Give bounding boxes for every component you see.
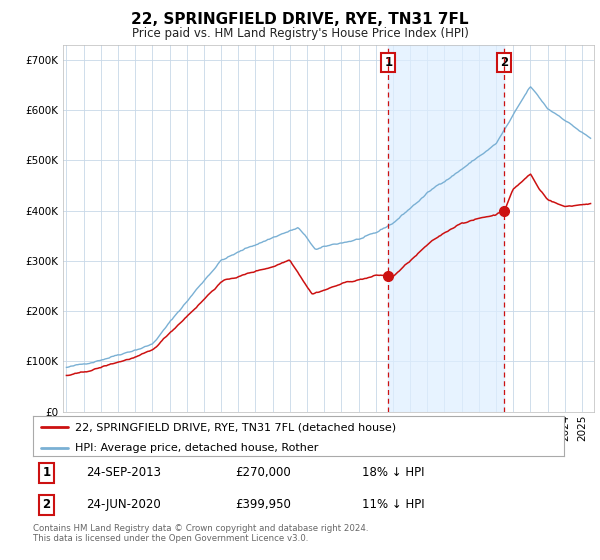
- Text: £270,000: £270,000: [235, 466, 290, 479]
- Text: £399,950: £399,950: [235, 498, 290, 511]
- Text: 22, SPRINGFIELD DRIVE, RYE, TN31 7FL: 22, SPRINGFIELD DRIVE, RYE, TN31 7FL: [131, 12, 469, 27]
- Text: Contains HM Land Registry data © Crown copyright and database right 2024.
This d: Contains HM Land Registry data © Crown c…: [33, 524, 368, 543]
- Text: 2: 2: [500, 56, 508, 69]
- Text: 11% ↓ HPI: 11% ↓ HPI: [362, 498, 425, 511]
- Text: 24-JUN-2020: 24-JUN-2020: [86, 498, 161, 511]
- Text: 24-SEP-2013: 24-SEP-2013: [86, 466, 161, 479]
- Text: 1: 1: [384, 56, 392, 69]
- Text: 18% ↓ HPI: 18% ↓ HPI: [362, 466, 425, 479]
- Bar: [388, 45, 504, 412]
- Text: HPI: Average price, detached house, Rother: HPI: Average price, detached house, Roth…: [76, 442, 319, 452]
- Text: 1: 1: [42, 466, 50, 479]
- Text: Price paid vs. HM Land Registry's House Price Index (HPI): Price paid vs. HM Land Registry's House …: [131, 27, 469, 40]
- Text: 22, SPRINGFIELD DRIVE, RYE, TN31 7FL (detached house): 22, SPRINGFIELD DRIVE, RYE, TN31 7FL (de…: [76, 422, 397, 432]
- Text: 2: 2: [42, 498, 50, 511]
